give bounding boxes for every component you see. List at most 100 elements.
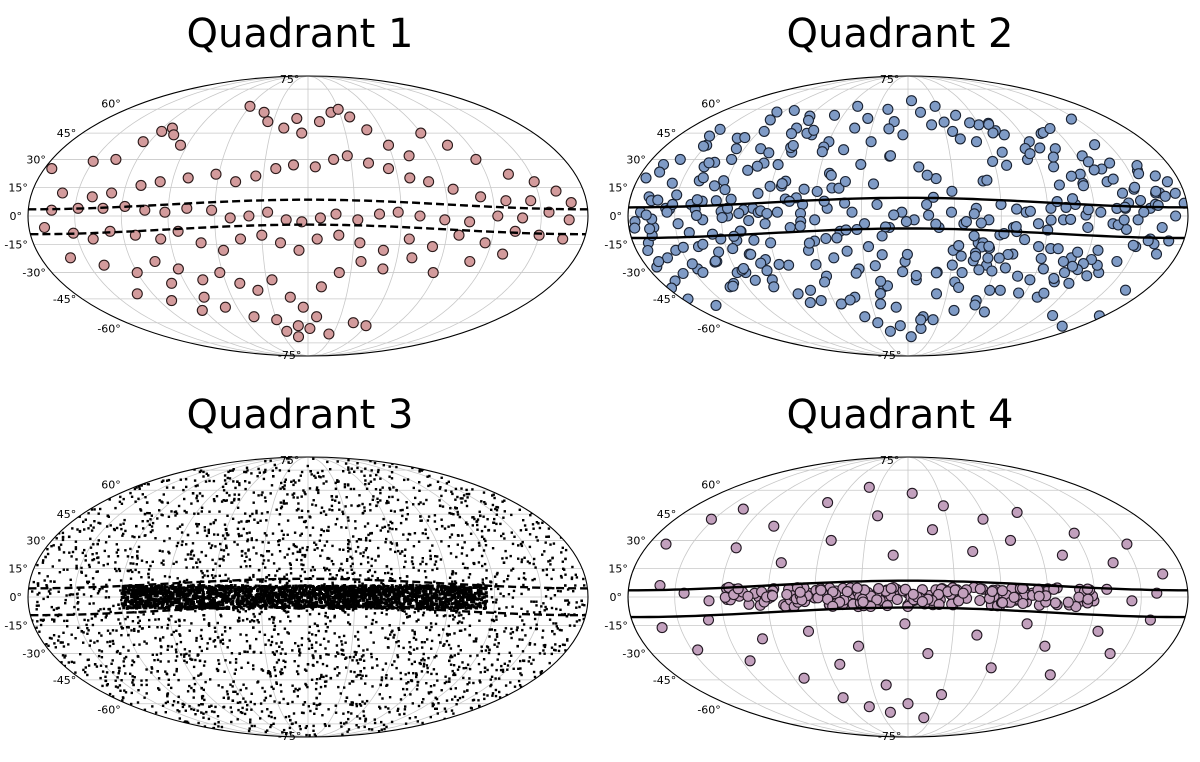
data-point — [363, 666, 366, 670]
data-point — [1065, 213, 1077, 225]
data-point — [327, 605, 331, 609]
data-point — [278, 577, 281, 580]
data-point — [460, 501, 463, 504]
data-point — [222, 705, 226, 709]
data-point — [35, 608, 38, 611]
data-point — [385, 584, 388, 588]
data-point — [523, 524, 527, 527]
data-point — [196, 531, 199, 535]
data-point — [184, 602, 187, 606]
data-point — [798, 183, 810, 195]
data-point — [504, 627, 508, 630]
data-point — [121, 699, 124, 702]
data-point — [396, 709, 399, 712]
data-point — [252, 667, 255, 671]
data-point — [390, 471, 394, 474]
data-point — [369, 532, 372, 535]
data-point — [397, 594, 401, 598]
data-point — [301, 606, 305, 610]
data-point — [114, 506, 117, 510]
data-point — [315, 678, 319, 681]
data-point — [341, 150, 353, 162]
data-point — [178, 619, 181, 623]
data-point — [397, 627, 400, 630]
data-point — [143, 696, 146, 699]
data-point — [257, 568, 261, 572]
data-point — [227, 593, 231, 597]
data-point — [292, 584, 295, 588]
data-point — [412, 648, 416, 651]
data-point — [329, 619, 332, 623]
data-point — [284, 609, 287, 613]
data-point — [390, 567, 393, 571]
data-point — [342, 470, 345, 473]
data-point — [379, 499, 382, 502]
data-point — [338, 548, 341, 551]
data-point — [421, 532, 424, 535]
data-point — [561, 546, 564, 549]
data-point — [403, 595, 407, 599]
data-point — [543, 645, 547, 649]
data-point — [488, 635, 491, 638]
data-point — [304, 322, 316, 335]
data-point — [158, 509, 161, 512]
data-point — [307, 705, 310, 708]
data-point — [413, 532, 417, 535]
data-point — [466, 689, 469, 692]
data-point — [469, 586, 473, 590]
data-point — [87, 512, 90, 515]
data-point — [209, 678, 212, 681]
data-point — [308, 587, 312, 591]
data-point — [52, 634, 56, 637]
data-point — [351, 599, 355, 602]
data-point — [559, 574, 563, 578]
data-point — [490, 508, 493, 511]
data-point — [440, 606, 444, 610]
data-point — [281, 648, 284, 651]
data-point — [265, 519, 268, 522]
data-point — [221, 642, 225, 645]
data-point — [162, 493, 165, 496]
data-point — [298, 650, 301, 653]
data-point — [862, 112, 874, 124]
data-point — [360, 596, 364, 600]
data-point — [474, 602, 478, 606]
data-point — [202, 584, 206, 588]
data-point — [196, 654, 199, 657]
data-point — [818, 195, 830, 207]
data-point — [344, 587, 348, 591]
data-point — [36, 593, 39, 596]
data-point — [331, 544, 334, 548]
data-point — [140, 559, 144, 562]
data-point — [110, 662, 113, 665]
data-point — [403, 708, 407, 711]
data-point — [190, 589, 194, 593]
data-point — [483, 501, 486, 504]
data-point — [84, 559, 87, 562]
data-point — [292, 496, 295, 499]
data-point — [89, 524, 92, 527]
data-point — [143, 640, 146, 643]
data-point — [373, 570, 377, 574]
data-point — [438, 504, 442, 508]
data-point — [444, 489, 447, 492]
data-point — [158, 499, 161, 502]
data-point — [162, 636, 165, 639]
data-point — [270, 615, 274, 619]
data-point — [511, 542, 515, 546]
data-point — [210, 168, 222, 180]
data-point — [234, 486, 237, 490]
data-point — [135, 486, 138, 489]
data-point — [73, 661, 76, 664]
data-point — [405, 501, 408, 504]
data-point — [350, 605, 354, 609]
data-point — [361, 700, 364, 703]
data-point — [443, 681, 447, 685]
data-point — [87, 580, 91, 583]
data-point — [243, 712, 247, 716]
data-point — [987, 155, 999, 167]
data-point — [250, 537, 253, 540]
data-point — [164, 711, 167, 714]
data-point — [404, 560, 407, 563]
data-point — [451, 492, 454, 496]
